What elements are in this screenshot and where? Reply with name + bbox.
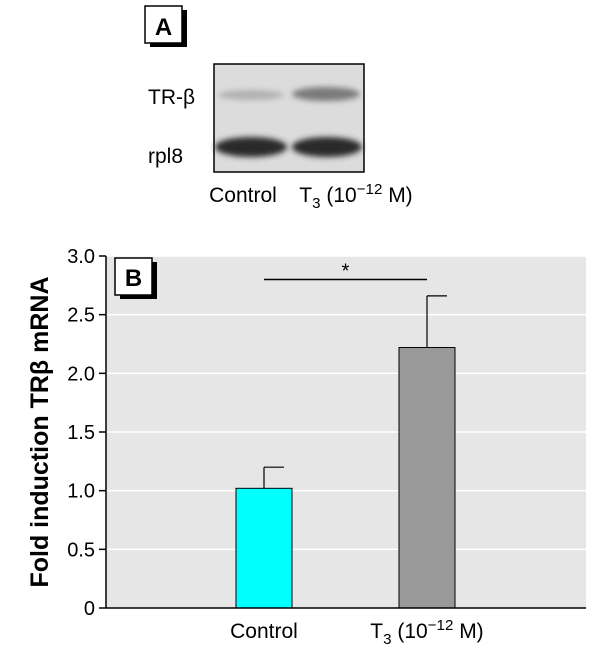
panel-b-chart: 0 0.5 1.0 1.5 2.0 2.5 3.0 * B Fold induction T… (26, 246, 586, 648)
band-label-tr-beta: TR-β (148, 86, 195, 109)
y-tick-label: 2.0 (67, 363, 95, 385)
gel-band-rpl8-t3 (292, 137, 362, 157)
band-label-rpl8: rpl8 (148, 145, 183, 168)
panel-a: A TR-β rpl8 Control T3 (10−12 M) (144, 5, 413, 212)
y-axis-label: Fold induction TRβ mRNA (26, 276, 54, 587)
panel-b-label-box (114, 257, 153, 296)
y-tick-label: 3.0 (67, 246, 95, 268)
x-tick-label-control: Control (230, 620, 298, 643)
gridlines (106, 255, 586, 551)
y-tick-label: 0 (84, 598, 95, 620)
gel-band-tr-t3 (292, 87, 360, 101)
y-tick-label: 2.5 (67, 305, 95, 327)
bar-control (235, 487, 293, 609)
panel-a-label: A (155, 14, 172, 41)
y-tick-label: 0.5 (67, 539, 95, 561)
significance-bracket: * (264, 260, 427, 282)
y-tick-label: 1.5 (67, 422, 95, 444)
gel-band-tr-control (218, 90, 284, 100)
lane-label-t3: T3 (10−12 M) (299, 181, 412, 212)
y-tick-label: 1.0 (67, 481, 95, 503)
x-tick-label-t3: T3 (10−12 M) (370, 617, 483, 648)
panel-b-label: B (125, 265, 142, 292)
bars (235, 295, 456, 609)
y-ticks: 0 0.5 1.0 1.5 2.0 2.5 3.0 (67, 246, 106, 620)
significance-star: * (342, 260, 350, 282)
lane-label-control: Control (209, 184, 277, 207)
panel-a-label-box (144, 5, 183, 44)
bar-t3 (398, 347, 456, 609)
gel-band-rpl8-control (215, 137, 287, 157)
